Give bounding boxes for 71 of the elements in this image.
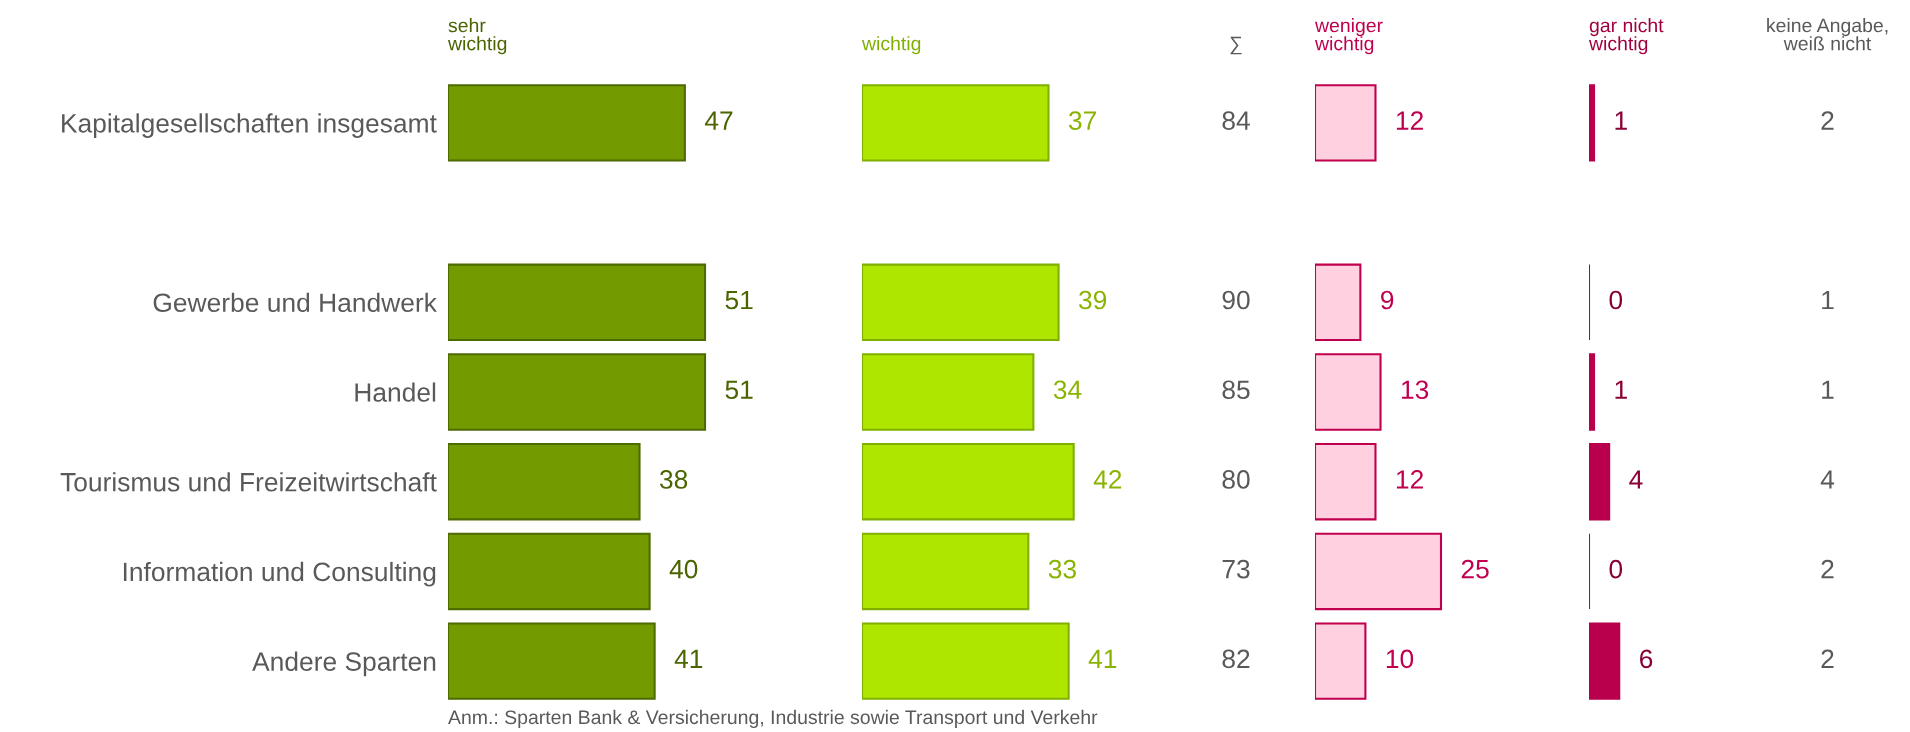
data-label: 4 <box>1820 470 1835 489</box>
bar <box>448 622 656 700</box>
bar <box>862 442 1075 521</box>
data-label: 34 <box>1053 380 1082 400</box>
y-tick-label: Gewerbe und Handwerk <box>153 292 437 313</box>
bar <box>448 263 707 342</box>
data-label: 1 <box>1615 111 1627 130</box>
text: keine Angabe, weiß nicht <box>1767 18 1888 51</box>
data-label: 6 <box>1640 649 1653 669</box>
y-tick-label: Andere Sparten <box>252 651 436 677</box>
data-label: 33 <box>1048 559 1076 579</box>
bar <box>862 532 1030 611</box>
chart-title: gar nicht wichtig <box>1588 18 1664 55</box>
data-label: 73 <box>1222 559 1250 579</box>
bar <box>448 442 641 521</box>
bar <box>1315 84 1377 162</box>
bar <box>1315 532 1443 611</box>
bar <box>1315 263 1362 342</box>
data-label: 51 <box>725 380 753 400</box>
y-tick-label: Tourismus und Freizeitwirtschaft <box>60 472 437 492</box>
data-label: 85 <box>1222 380 1250 400</box>
bar <box>1315 353 1382 431</box>
text: ∑ <box>1230 36 1242 55</box>
data-label: 38 <box>659 470 688 489</box>
data-label: 9 <box>1381 290 1394 310</box>
bar <box>862 622 1070 700</box>
data-label: 84 <box>1222 111 1250 130</box>
data-label: 40 <box>669 559 698 579</box>
y-tick-label: Handel <box>355 382 436 402</box>
data-label: 2 <box>1821 111 1834 130</box>
data-label: 42 <box>1093 470 1122 489</box>
bar <box>448 353 707 431</box>
data-label: 12 <box>1396 470 1423 489</box>
data-label: 41 <box>674 649 703 668</box>
bar <box>862 84 1050 162</box>
data-label: 1 <box>1822 290 1834 310</box>
data-label: 2 <box>1821 559 1834 579</box>
y-tick-label: Kapitalgesellschaften insgesamt <box>62 113 437 138</box>
bar <box>862 263 1060 342</box>
bar <box>1315 442 1377 521</box>
data-label: 41 <box>1088 649 1117 668</box>
bar <box>448 532 651 611</box>
data-label: 80 <box>1222 470 1250 489</box>
data-label: 47 <box>704 111 733 130</box>
data-label: 13 <box>1401 380 1429 400</box>
chart-title: weniger wichtig <box>1314 18 1383 55</box>
text: Anm.: Sparten Bank & Versicherung, Industrie sowie Transport und Verkehr <box>448 709 1098 728</box>
bar <box>1589 353 1596 431</box>
data-label: 10 <box>1386 649 1414 669</box>
bar <box>1589 84 1596 162</box>
chart-title: wichtig <box>861 36 921 55</box>
data-label: 39 <box>1079 290 1107 310</box>
data-label: 0 <box>1609 290 1623 310</box>
bar <box>862 353 1035 431</box>
bar <box>1315 622 1367 700</box>
data-label: 0 <box>1609 559 1623 579</box>
bar <box>448 84 686 162</box>
data-label: 51 <box>725 290 753 310</box>
bar <box>1589 622 1621 700</box>
data-label: 90 <box>1222 290 1250 310</box>
data-label: 1 <box>1822 380 1834 399</box>
data-label: 1 <box>1615 380 1627 399</box>
bar <box>1589 442 1611 521</box>
data-label: 2 <box>1821 649 1834 668</box>
data-label: 25 <box>1461 559 1489 579</box>
chart-title: sehr wichtig <box>447 18 507 55</box>
data-label: 12 <box>1396 111 1423 130</box>
y-tick-label: Information und Consulting <box>123 561 436 587</box>
data-label: 37 <box>1068 111 1096 130</box>
data-label: 4 <box>1629 470 1643 489</box>
data-label: 82 <box>1222 649 1250 669</box>
